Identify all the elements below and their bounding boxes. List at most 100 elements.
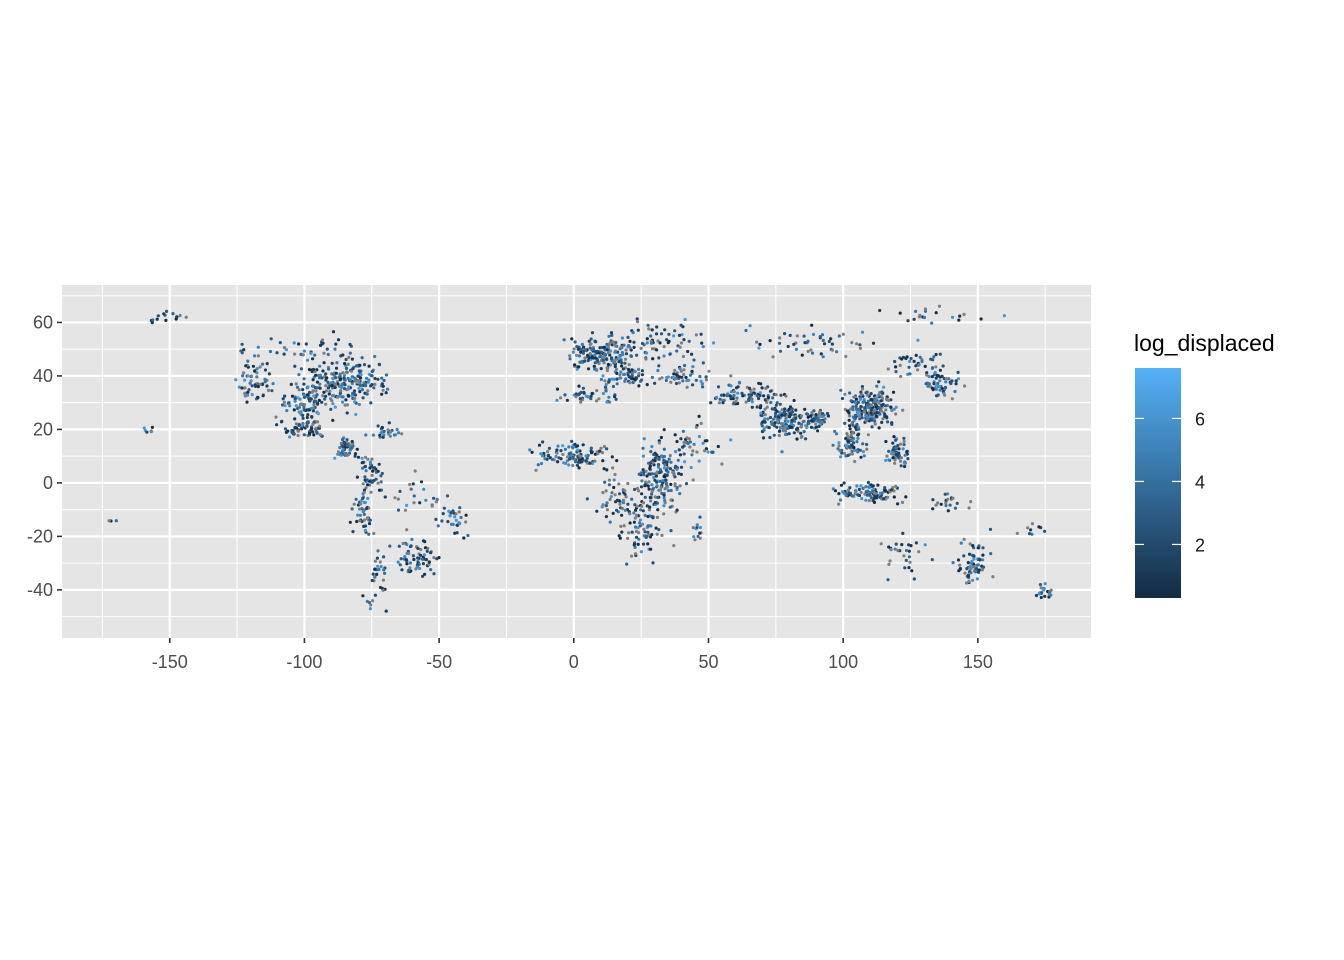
data-point [605, 368, 610, 373]
data-point [884, 408, 888, 412]
data-point [369, 401, 373, 405]
data-point [381, 588, 385, 592]
data-point [908, 359, 912, 363]
data-point [366, 516, 370, 520]
data-point [1002, 314, 1007, 318]
data-point [641, 468, 645, 472]
data-point [744, 400, 748, 404]
data-point [573, 363, 577, 367]
data-point [286, 401, 290, 405]
data-point [715, 395, 719, 400]
data-point [657, 528, 661, 532]
data-point [411, 482, 415, 486]
data-point [691, 449, 695, 453]
data-point [704, 375, 708, 379]
data-point [355, 519, 359, 524]
data-point [387, 432, 391, 436]
data-point [669, 460, 673, 464]
data-point [936, 501, 940, 505]
data-point [350, 357, 354, 361]
data-point [306, 421, 310, 425]
data-point [657, 457, 661, 461]
data-point [1039, 586, 1043, 590]
data-point [561, 452, 565, 457]
data-point [620, 364, 624, 368]
data-point [944, 380, 948, 384]
data-point [302, 408, 306, 412]
data-point [766, 395, 771, 399]
data-point [779, 393, 783, 397]
data-point [679, 323, 683, 327]
data-point [336, 450, 341, 454]
data-point [329, 381, 333, 385]
data-point [923, 309, 928, 313]
data-point [559, 396, 563, 400]
data-point [673, 433, 677, 437]
data-point [771, 417, 776, 421]
data-point [962, 537, 966, 542]
data-point [897, 447, 901, 451]
data-point [249, 374, 254, 378]
data-point [610, 455, 614, 459]
data-point [758, 391, 762, 395]
data-point [240, 386, 244, 390]
data-point [773, 414, 778, 419]
y-tick-label: 40 [33, 366, 53, 386]
data-point [615, 382, 619, 386]
data-point [677, 381, 681, 385]
data-point [892, 407, 896, 411]
data-point [653, 495, 657, 499]
data-point [293, 426, 297, 430]
data-point [339, 385, 343, 389]
data-point [335, 361, 339, 365]
data-point [660, 491, 664, 495]
data-point [902, 436, 906, 440]
data-point [297, 373, 301, 377]
data-point [817, 420, 821, 424]
data-point [659, 485, 663, 489]
data-point [981, 565, 986, 569]
data-point [578, 397, 582, 401]
data-point [246, 390, 250, 394]
data-point [378, 560, 382, 564]
data-point [638, 521, 642, 525]
data-point [405, 503, 409, 507]
data-point [642, 473, 646, 477]
data-point [925, 373, 929, 377]
data-point [779, 421, 784, 426]
data-point [958, 563, 962, 567]
data-point [971, 544, 975, 548]
data-point [914, 309, 918, 313]
data-point [315, 430, 319, 434]
data-point [655, 515, 660, 520]
x-tick-label: 50 [698, 652, 718, 672]
data-point [623, 379, 627, 383]
data-point [646, 323, 650, 327]
data-point [906, 319, 910, 323]
data-point [635, 353, 639, 357]
data-point [818, 415, 822, 419]
data-point [865, 390, 869, 394]
data-point [856, 400, 860, 405]
data-point [784, 424, 788, 428]
data-point [366, 457, 370, 461]
data-point [613, 360, 617, 364]
data-point [784, 416, 788, 420]
data-point [764, 386, 768, 390]
data-point [775, 409, 779, 413]
data-point [787, 432, 791, 436]
data-point [851, 441, 856, 445]
data-point [624, 495, 628, 499]
data-point [568, 357, 572, 361]
data-point [294, 422, 298, 426]
data-point [692, 442, 696, 446]
data-point [246, 374, 250, 378]
data-point [768, 339, 772, 343]
data-point [820, 333, 825, 337]
data-point [234, 378, 238, 382]
data-point [416, 556, 420, 560]
data-point [351, 375, 355, 379]
data-point [370, 374, 374, 378]
data-point [780, 413, 784, 417]
data-point [294, 382, 298, 386]
